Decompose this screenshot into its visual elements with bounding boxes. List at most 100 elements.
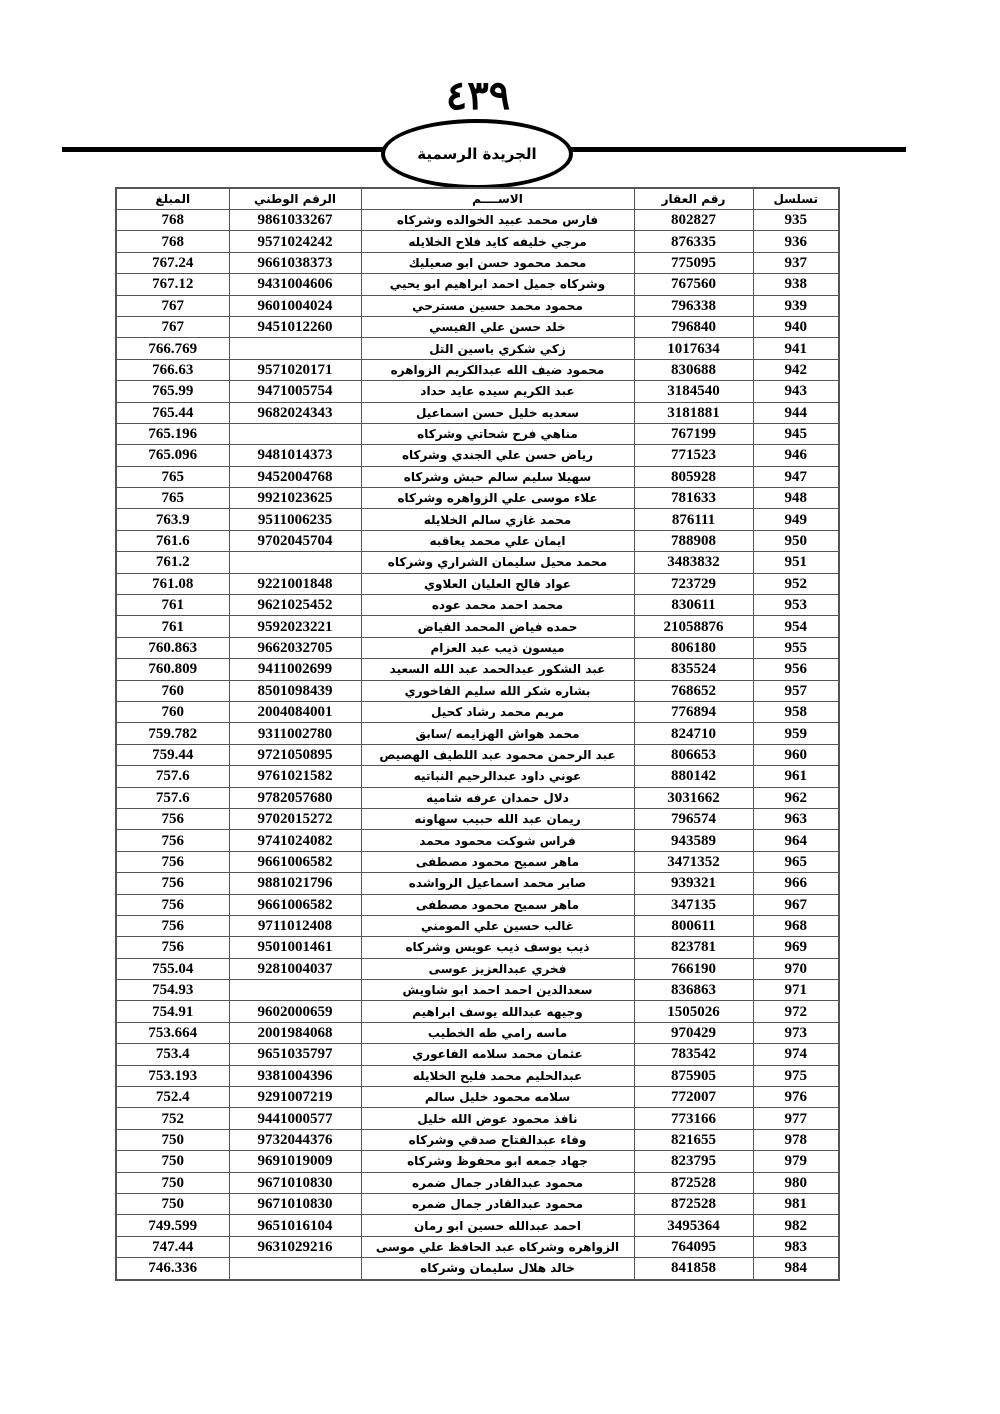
amount-cell: 767 <box>115 294 230 317</box>
name-cell: فخري عبدالعزيز عوسى <box>360 957 635 981</box>
table-row: 979 823795 جهاد جمعه ابو محفوظ وشركاه 96910… <box>115 1150 840 1173</box>
serial-cell: 937 <box>752 251 840 275</box>
amount-cell: 756 <box>115 936 230 959</box>
header-amount: المبلغ <box>115 187 230 210</box>
national-id-cell: 9571024242 <box>228 230 362 253</box>
name-cell: صابر محمد اسماعيل الرواشده <box>360 872 635 895</box>
national-id-cell: 9711012408 <box>228 914 362 938</box>
serial-cell: 972 <box>752 1000 840 1023</box>
amount-cell: 766.769 <box>115 337 230 360</box>
serial-cell: 942 <box>752 358 840 382</box>
table-row: 971 836863 سعدالدين احمد احمد ابو شاويش 754… <box>115 979 840 1002</box>
table-row: 953 830611 محمد احمد محمد عوده 9621025452 76… <box>115 594 840 617</box>
national-id-cell <box>228 551 362 574</box>
table-row: 984 841858 خالد هلال سليمان وشركاه 746.336 <box>115 1257 840 1281</box>
name-cell: محمود محمد حسين مسترحي <box>360 294 635 317</box>
name-cell: علاء موسى علي الزواهره وشركاه <box>360 487 635 510</box>
name-cell: عبد الكريم سيده عايد حداد <box>360 380 635 403</box>
national-id-cell: 9702015272 <box>228 807 362 831</box>
serial-cell: 974 <box>752 1043 840 1066</box>
table-row: 965 3471352 ماهر سميح محمود مصطفى 966100658… <box>115 850 840 874</box>
amount-cell: 749.599 <box>115 1214 230 1237</box>
national-id-cell: 9661038373 <box>228 251 362 275</box>
serial-cell: 962 <box>752 786 840 809</box>
property-number-cell: 783542 <box>633 1043 754 1066</box>
name-cell: ذيب يوسف ذيب عويس وشركاه <box>360 936 635 959</box>
name-cell: سلامه محمود خليل سالم <box>360 1086 635 1109</box>
serial-cell: 971 <box>752 979 840 1002</box>
publication-title-oval: الجريدة الرسمية <box>381 119 573 189</box>
property-number-cell: 773166 <box>633 1107 754 1130</box>
name-cell: عبد الرحمن محمود عبد اللطيف الهصيص <box>360 743 635 767</box>
amount-cell: 765.096 <box>115 444 230 467</box>
table-row: 955 806180 ميسون ذيب عبد العزام 9662032705 7… <box>115 636 840 660</box>
national-id-cell: 9481014373 <box>228 444 362 467</box>
table-row: 975 875905 عبدالحليم محمد فليح الخلايله 938… <box>115 1064 840 1088</box>
amount-cell: 757.6 <box>115 765 230 788</box>
property-number-cell: 1017634 <box>633 337 754 360</box>
serial-cell: 951 <box>752 551 840 574</box>
property-number-cell: 766190 <box>633 957 754 981</box>
table-row: 974 783542 عثمان محمد سلامه الفاعوري 965103… <box>115 1043 840 1066</box>
national-id-cell: 9671010830 <box>228 1171 362 1194</box>
amount-cell: 754.93 <box>115 979 230 1002</box>
serial-cell: 952 <box>752 572 840 596</box>
table-row: 945 767199 مناهي فرح شحاتي وشركاه 765.196 <box>115 422 840 446</box>
amount-cell: 757.6 <box>115 786 230 809</box>
table-row: 972 1505026 وجيهه عبدالله يوسف ابراهيم 9602… <box>115 1000 840 1023</box>
table-row: 946 771523 رياض حسن علي الجندي وشركاه 94810… <box>115 444 840 467</box>
serial-cell: 941 <box>752 337 840 360</box>
national-id-cell: 9511006235 <box>228 508 362 531</box>
name-cell: نافذ محمود عوض الله خليل <box>360 1107 635 1130</box>
property-number-cell: 781633 <box>633 487 754 510</box>
table-row: 950 788908 ايمان علي محمد يعاقبه 9702045704… <box>115 529 840 553</box>
amount-cell: 768 <box>115 230 230 253</box>
name-cell: عوني داود عبدالرحيم النباتيه <box>360 765 635 788</box>
name-cell: زكي شكري ياسين التل <box>360 337 635 360</box>
table-row: 964 943589 فراس شوكت محمود محمد 9741024082 7… <box>115 829 840 852</box>
table-row: 970 766190 فخري عبدالعزيز عوسى 9281004037 75… <box>115 957 840 981</box>
national-id-cell <box>228 422 362 446</box>
national-id-cell: 9452004768 <box>228 465 362 489</box>
serial-cell: 973 <box>752 1021 840 1045</box>
amount-cell: 760.863 <box>115 636 230 660</box>
serial-cell: 969 <box>752 936 840 959</box>
property-number-cell: 21058876 <box>633 615 754 638</box>
amount-cell: 760 <box>115 700 230 724</box>
name-cell: محمد محمود حسن ابو صعيليك <box>360 251 635 275</box>
name-cell: مريم محمد رشاد كحيل <box>360 700 635 724</box>
name-cell: محمود عبدالقادر جمال ضمره <box>360 1192 635 1216</box>
name-cell: ماهر سميح محمود مصطفى <box>360 850 635 874</box>
table-row: 967 347135 ماهر سميح محمود مصطفى 9661006582… <box>115 893 840 916</box>
amount-cell: 765.99 <box>115 380 230 403</box>
name-cell: خالد هلال سليمان وشركاه <box>360 1257 635 1281</box>
table-row: 966 939321 صابر محمد اسماعيل الرواشده 98810… <box>115 872 840 895</box>
amount-cell: 761.6 <box>115 529 230 553</box>
property-number-cell: 836863 <box>633 979 754 1002</box>
table-row: 977 773166 نافذ محمود عوض الله خليل 9441000… <box>115 1107 840 1130</box>
national-id-cell: 9671010830 <box>228 1192 362 1216</box>
national-id-cell: 9592023221 <box>228 615 362 638</box>
serial-cell: 958 <box>752 700 840 724</box>
property-number-cell: 3031662 <box>633 786 754 809</box>
national-id-cell: 9741024082 <box>228 829 362 852</box>
table-row: 951 3483832 محمد محيل سليمان الشراري وشركا… <box>115 551 840 574</box>
table-row: 982 3495364 احمد عبدالله حسين ابو رمان 9651… <box>115 1214 840 1237</box>
name-cell: فارس محمد عبيد الخوالده وشركاه <box>360 208 635 232</box>
national-id-cell: 9761021582 <box>228 765 362 788</box>
amount-cell: 767.24 <box>115 251 230 275</box>
header-property-number: رقم العقار <box>633 187 754 210</box>
serial-cell: 957 <box>752 679 840 702</box>
serial-cell: 970 <box>752 957 840 981</box>
table-row: 942 830688 محمود ضيف الله عبدالكريم الزواه… <box>115 358 840 382</box>
property-number-cell: 776894 <box>633 700 754 724</box>
amount-cell: 753.193 <box>115 1064 230 1088</box>
amount-cell: 756 <box>115 914 230 938</box>
national-id-cell <box>228 337 362 360</box>
amount-cell: 750 <box>115 1192 230 1216</box>
serial-cell: 976 <box>752 1086 840 1109</box>
table-row: 949 876111 محمد غازي سالم الخلايله 95110062… <box>115 508 840 531</box>
amount-cell: 765 <box>115 487 230 510</box>
table-row: 962 3031662 دلال حمدان عرفه شاميه 978205768… <box>115 786 840 809</box>
amount-cell: 753.4 <box>115 1043 230 1066</box>
